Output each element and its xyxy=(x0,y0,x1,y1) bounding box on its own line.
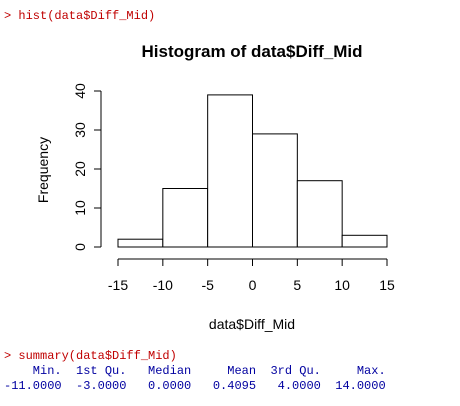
x-tick-label-3: 0 xyxy=(249,277,257,293)
y-tick-label-2: 20 xyxy=(72,161,88,177)
histogram-plot: Histogram of data$Diff_Mid -15 -10 -5 0 5 10 1… xyxy=(35,42,395,332)
y-tick-label-1: 10 xyxy=(72,200,88,216)
histogram-bar-5 xyxy=(341,234,388,248)
histogram-bar-1 xyxy=(162,188,209,248)
y-tick-label-3: 30 xyxy=(72,122,88,138)
y-tick-label-4: 40 xyxy=(72,83,88,99)
x-tick-label-2: -5 xyxy=(201,277,214,293)
y-axis-label: Frequency xyxy=(35,137,51,203)
y-tick-label-0: 0 xyxy=(72,243,88,251)
x-tick-label-5: 10 xyxy=(334,277,350,293)
console-command-summary: > summary(data$Diff_Mid) xyxy=(4,349,177,363)
console-command-hist: > hist(data$Diff_Mid) xyxy=(4,9,156,23)
x-tick-label-6: 15 xyxy=(379,277,395,293)
summary-header: Min. 1st Qu. Median Mean 3rd Qu. Max. xyxy=(4,364,393,378)
x-tick-label-1: -10 xyxy=(153,277,173,293)
x-axis-label: data$Diff_Mid xyxy=(209,316,295,332)
histogram-bar-4 xyxy=(296,180,343,248)
summary-values: -11.0000 -3.0000 0.0000 0.4095 4.0000 14… xyxy=(4,379,393,393)
histogram-bar-2 xyxy=(207,94,254,248)
histogram-bar-0 xyxy=(117,238,164,248)
histogram-bar-3 xyxy=(252,133,298,248)
chart-title: Histogram of data$Diff_Mid xyxy=(141,42,362,61)
x-tick-label-0: -15 xyxy=(108,277,128,293)
x-tick-label-4: 5 xyxy=(293,277,301,293)
